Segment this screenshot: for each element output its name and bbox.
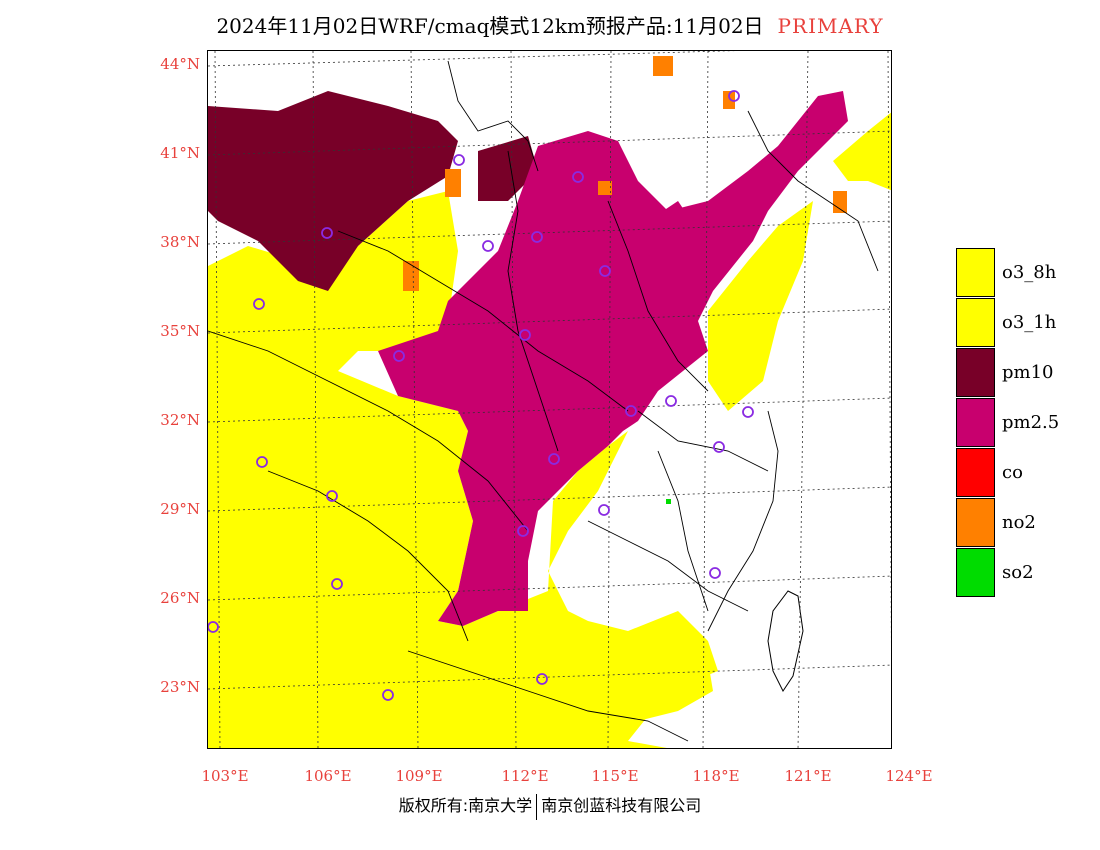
pm25-patch-east — [648, 201, 698, 261]
station-circle-icon — [713, 441, 725, 453]
station-circle-icon — [572, 171, 584, 183]
legend-swatch — [956, 498, 995, 547]
pm25-region-central — [378, 91, 848, 626]
station-circle-icon — [548, 453, 560, 465]
lat-label-32: 32°N — [160, 411, 200, 429]
station-circle-icon — [453, 154, 465, 166]
station-circle-icon — [393, 350, 405, 362]
taiwan-outline — [767, 590, 804, 692]
legend-item-o3-1h: o3_1h — [956, 298, 1096, 348]
station-circle-icon — [665, 395, 677, 407]
station-circle-icon — [482, 240, 494, 252]
lon-label-106: 106°E — [304, 767, 352, 785]
legend-label: so2 — [1002, 562, 1034, 583]
station-circle-icon — [321, 227, 333, 239]
legend-swatch — [956, 448, 995, 497]
pm10-region-north — [478, 136, 538, 201]
station-circle-icon — [517, 525, 529, 537]
lon-label-109: 109°E — [395, 767, 443, 785]
no2-spot-6 — [403, 261, 419, 291]
station-circle-icon — [599, 265, 611, 277]
title-main: 2024年11月02日WRF/cmaq模式12km预报产品:11月02日 — [216, 14, 764, 38]
boundaries — [208, 60, 879, 742]
station-circle-icon — [519, 329, 531, 341]
title-tag: PRIMARY — [777, 14, 884, 38]
lon-label-118: 118°E — [692, 767, 740, 785]
lon-label-121: 121°E — [784, 767, 832, 785]
station-circle-icon — [326, 490, 338, 502]
lat-label-44: 44°N — [160, 55, 200, 73]
pollutant-map — [207, 50, 892, 749]
legend-label: no2 — [1002, 512, 1036, 533]
lat-label-23: 23°N — [160, 678, 200, 696]
lat-label-38: 38°N — [160, 233, 200, 251]
station-circle-icon — [742, 406, 754, 418]
legend-label: co — [1002, 462, 1023, 483]
legend-swatch — [956, 298, 995, 347]
station-circle-icon — [256, 456, 268, 468]
station-circle-icon — [598, 504, 610, 516]
o3-region-south-coast — [608, 641, 713, 721]
lon-label-124: 124°E — [885, 767, 933, 785]
lon-label-112: 112°E — [501, 767, 549, 785]
station-circle-icon — [625, 405, 637, 417]
lat-label-41: 41°N — [160, 144, 200, 162]
lat-label-26: 26°N — [160, 589, 200, 607]
station-circle-icon — [208, 621, 219, 633]
map-title: 2024年11月02日WRF/cmaq模式12km预报产品:11月02日 PRIM… — [0, 10, 1100, 39]
legend-label: pm10 — [1002, 362, 1054, 383]
station-circle-icon — [536, 673, 548, 685]
map-canvas — [208, 51, 891, 748]
legend-swatch — [956, 548, 995, 597]
legend-label: o3_8h — [1002, 262, 1057, 283]
legend-label: pm2.5 — [1002, 412, 1060, 433]
lon-label-103: 103°E — [201, 767, 249, 785]
o3-region-southwest — [208, 191, 718, 748]
o3-region-northeast — [833, 112, 891, 191]
copyright-right: 南京创蓝科技有限公司 — [541, 796, 702, 815]
legend-item-co: co — [956, 448, 1096, 498]
legend-item-o3-8h: o3_8h — [956, 248, 1096, 298]
lon-label-115: 115°E — [591, 767, 639, 785]
graticule — [208, 51, 891, 748]
legend-swatch — [956, 248, 995, 297]
lat-label-35: 35°N — [160, 322, 200, 340]
station-circle-icon — [382, 689, 394, 701]
copyright-left: 版权所有:南京大学 — [398, 796, 533, 815]
station-circle-icon — [253, 298, 265, 310]
no2-spot-2 — [598, 181, 612, 195]
legend-label: o3_1h — [1002, 312, 1057, 333]
no2-spot-4 — [723, 91, 735, 109]
legend-item-pm10: pm10 — [956, 348, 1096, 398]
station-circle-icon — [331, 578, 343, 590]
no2-spot-5 — [833, 191, 847, 213]
station-markers — [208, 90, 754, 701]
pm10-region-northwest — [208, 91, 458, 291]
no2-spot-3 — [653, 56, 673, 76]
legend-swatch — [956, 348, 995, 397]
legend-swatch — [956, 398, 995, 447]
no2-spot-1 — [445, 169, 461, 197]
o3-region-east-coast — [708, 201, 813, 411]
so2-spot — [666, 499, 671, 504]
legend-item-so2: so2 — [956, 548, 1096, 598]
station-circle-icon — [709, 567, 721, 579]
station-circle-icon — [728, 90, 740, 102]
lat-label-29: 29°N — [160, 500, 200, 518]
legend-item-no2: no2 — [956, 498, 1096, 548]
legend-item-pm25: pm2.5 — [956, 398, 1096, 448]
copyright-footer: 版权所有:南京大学 南京创蓝科技有限公司 — [0, 792, 1100, 820]
footer-divider — [536, 793, 538, 820]
station-circle-icon — [531, 231, 543, 243]
